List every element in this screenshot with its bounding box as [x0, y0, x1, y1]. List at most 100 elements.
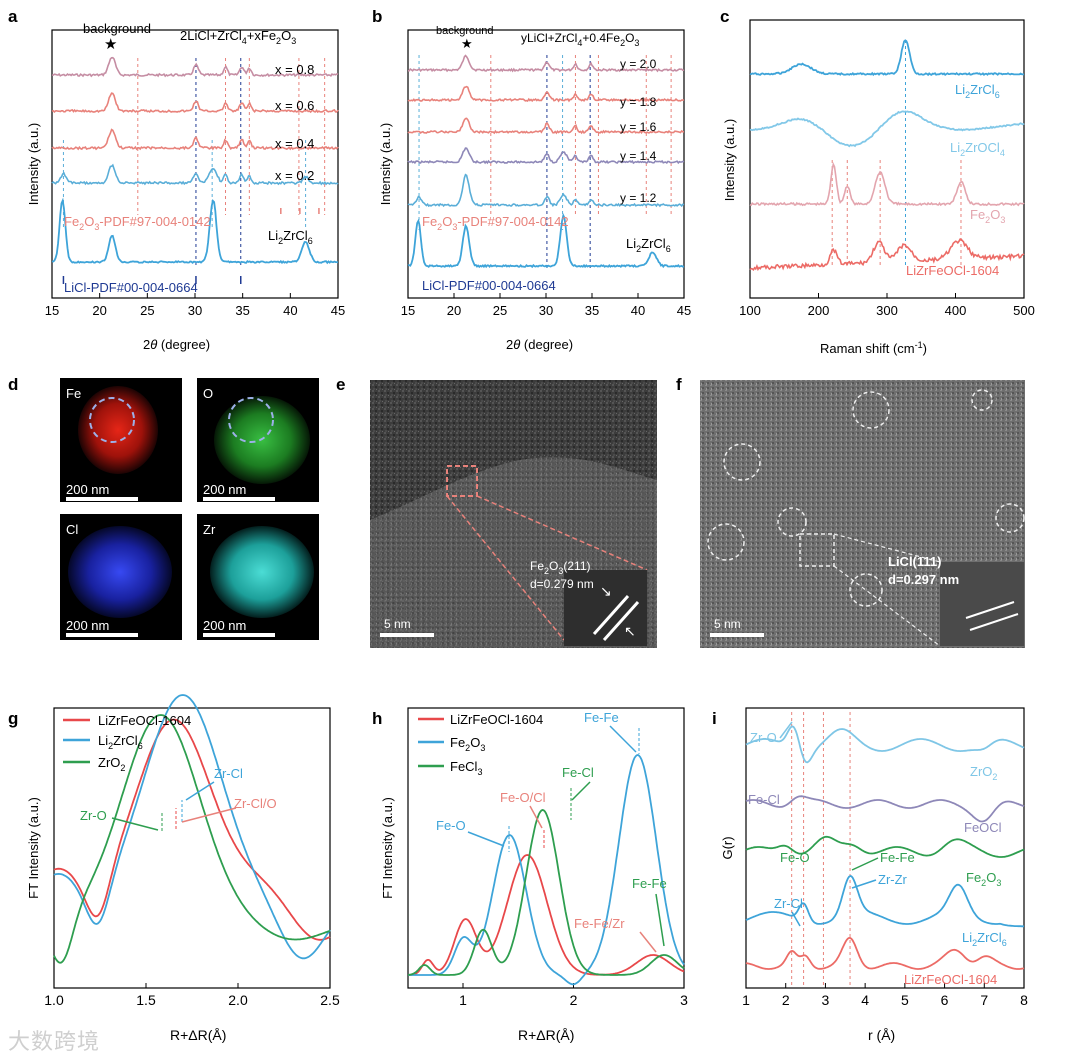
annotation: Zr-O — [80, 808, 107, 823]
ref-li2zrcl6-label: Li2ZrCl6 — [268, 228, 313, 246]
x-tick-label: 7 — [980, 992, 988, 1008]
cl-signal — [68, 526, 172, 618]
map-label: O — [203, 386, 213, 401]
x-tick-label: 200 — [808, 303, 830, 318]
y-axis-title: Intensity (a.u.) — [378, 123, 393, 205]
crystallite-circles — [707, 389, 1025, 607]
series-label: y = 1.2 — [620, 191, 657, 205]
x-tick-label: 25 — [140, 303, 154, 318]
ft-curve — [408, 754, 685, 986]
series-label: FeOCl — [964, 820, 1002, 835]
annotation: Fe-Cl — [748, 792, 780, 807]
annotation: Fe-Fe — [880, 850, 915, 865]
raman-curve — [749, 238, 1025, 272]
annotation-arrow — [791, 911, 801, 927]
raman-curves — [749, 39, 1025, 272]
xrd-curve — [408, 54, 685, 73]
x-tick-label: 2.5 — [320, 992, 340, 1008]
legend-label: LiZrFeOCl-1604 — [450, 712, 543, 727]
x-tick-label: 4 — [861, 992, 869, 1008]
highlight-circle — [89, 397, 135, 443]
panel-b: b 15 20 25 30 35 40 45 background ★ yLiCl+ZrCl… — [372, 7, 691, 352]
raman-curve — [749, 110, 1025, 148]
x-tick-label: 8 — [1020, 992, 1028, 1008]
lattice-line — [969, 613, 1019, 631]
x-tick-label: 45 — [677, 303, 691, 318]
crystallite — [777, 507, 807, 537]
ref-licl-label: LiCl-PDF#00-004-0664 — [64, 280, 198, 295]
lattice-line — [602, 600, 640, 642]
ft-curve — [53, 694, 331, 960]
crystallite — [723, 443, 761, 481]
scale-label: 5 nm — [714, 617, 741, 631]
annotation: Fe-Cl — [562, 765, 594, 780]
ft-curve — [53, 718, 331, 941]
xrd-curve — [51, 56, 339, 78]
x-tick-label: 2.0 — [228, 992, 248, 1008]
zoom-line — [833, 565, 941, 647]
ft-curve — [53, 714, 331, 964]
annotation-arrow — [185, 781, 215, 801]
series-label: y = 2.0 — [620, 57, 657, 71]
x-tick-label: 20 — [92, 303, 106, 318]
x-tick-label: 1 — [459, 992, 467, 1008]
xrd-curve — [51, 197, 339, 265]
plot-frame — [745, 707, 1025, 989]
zoom-box — [799, 533, 835, 567]
series-label: Fe2O3 — [970, 207, 1005, 225]
xrd-curves — [51, 56, 339, 265]
series-label: Fe2O3 — [966, 870, 1001, 888]
annotation-arrow — [571, 781, 591, 801]
xrd-curve — [407, 147, 685, 165]
annotation: Fe-O — [436, 818, 466, 833]
xrd-curve — [407, 117, 684, 135]
annotation-arrow — [181, 807, 237, 823]
background-label: background — [83, 21, 151, 36]
crystallite — [707, 523, 745, 561]
x-tick-label: 100 — [739, 303, 761, 318]
panel-d: d Fe 200 nm O 200 nm Cl 200 nm Zr 200 nm — [8, 375, 319, 640]
annotation-arrow — [639, 931, 657, 953]
zoom-line — [833, 533, 941, 563]
series-title: 2LiCl+ZrCl4+xFe2O3 — [180, 28, 296, 46]
d-spacing-label: d=0.279 nm — [530, 577, 594, 591]
x-axis-title: 2θ (degree) — [506, 337, 573, 352]
x-axis-title: r (Å) — [868, 1027, 895, 1043]
annotation: Zr-O — [750, 730, 777, 745]
xrd-curves — [407, 54, 685, 269]
map-label: Zr — [203, 522, 216, 537]
legend-label: Fe2O3 — [450, 735, 485, 753]
annotation: Fe-Fe — [632, 876, 667, 891]
zoom-line — [446, 495, 565, 641]
annotation: Zr-Cl — [214, 766, 243, 781]
scale-bar — [66, 497, 138, 501]
annotation: Zr-Cl/O — [234, 796, 277, 811]
series-label: Li2ZrOCl4 — [950, 140, 1005, 158]
series-label: y = 1.6 — [620, 120, 657, 134]
plot-frame — [407, 707, 685, 989]
plane-label: LiCl(111) — [888, 554, 941, 569]
panel-label-f: f — [676, 375, 682, 394]
panel-h: h 1 2 3 LiZrFeOCl-1604 Fe2O3 FeCl3 Fe-Fe F… — [372, 707, 688, 1043]
ft-curve — [407, 809, 685, 976]
x-tick-label: 20 — [447, 303, 461, 318]
raman-curve — [749, 161, 1025, 207]
legend-label: Li2ZrCl6 — [98, 733, 143, 751]
x-axis-title: R+ΔR(Å) — [170, 1027, 226, 1043]
pdf-curve — [745, 725, 1025, 764]
reference-lines — [831, 40, 962, 266]
fe-signal — [78, 386, 158, 474]
series-label: y = 1.8 — [620, 95, 657, 109]
y-axis-title: Intensity (a.u.) — [722, 119, 737, 201]
panel-i: i 1 2 3 4 5 6 7 8 Zr-O Fe-Cl Fe-O Fe-Fe Zr-Cl Z… — [712, 707, 1028, 1043]
series-title: yLiCl+ZrCl4+0.4Fe2O3 — [521, 31, 639, 48]
annotation: Fe-O — [780, 850, 810, 865]
x-tick-label: 30 — [188, 303, 202, 318]
x-tick-label: 35 — [585, 303, 599, 318]
plane-label: Fe2O3(211) — [530, 559, 591, 576]
series-label: LiZrFeOCl-1604 — [904, 972, 997, 987]
annotation: Fe-Fe — [584, 710, 619, 725]
scale-label: 5 nm — [384, 617, 411, 631]
x-tick-label: 15 — [45, 303, 59, 318]
reference-lines — [62, 58, 326, 284]
